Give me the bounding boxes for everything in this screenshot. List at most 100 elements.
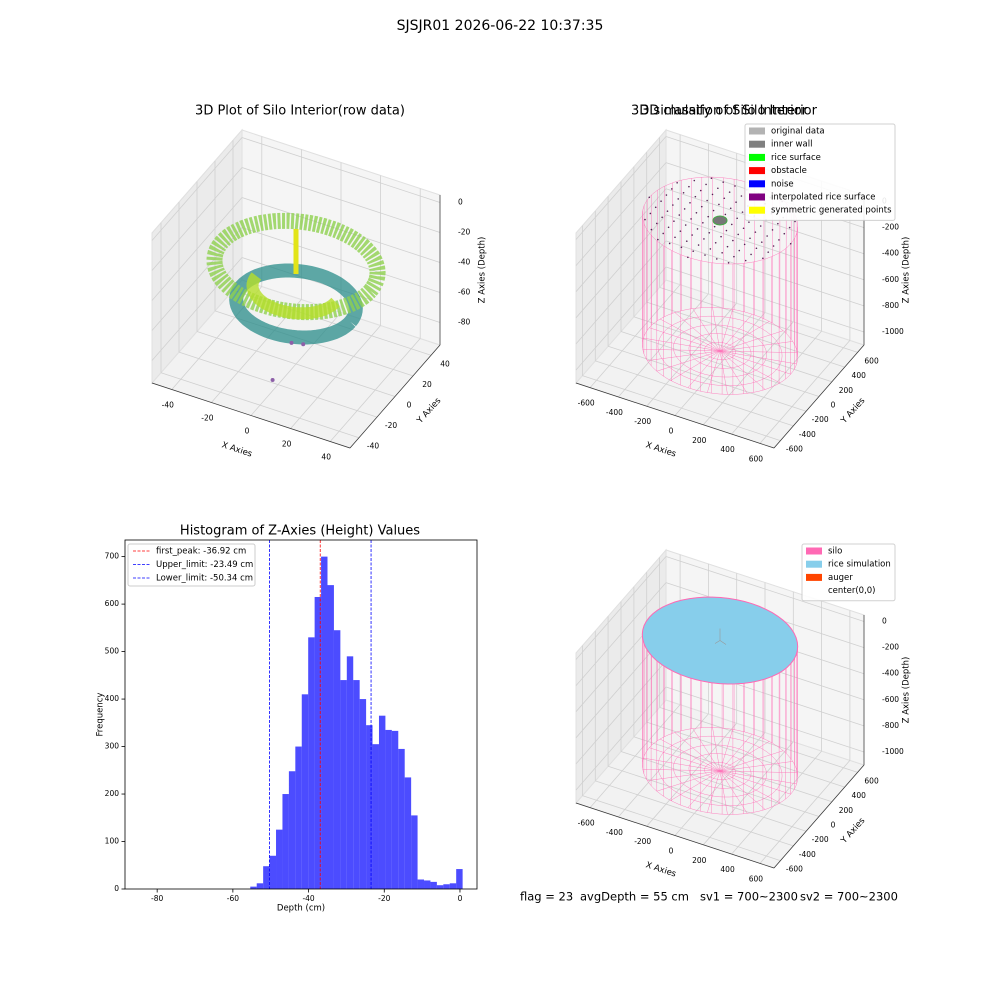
legend-swatch	[749, 153, 765, 161]
surface-point	[718, 203, 720, 206]
hist-bar	[424, 880, 431, 889]
z-tick-label: 0	[882, 617, 887, 626]
z-tick-label: -80	[458, 318, 470, 327]
y-tick-label: -600	[786, 445, 803, 454]
x-tick-label: -60	[227, 894, 239, 903]
surface-point	[740, 195, 743, 197]
hist-bar	[314, 596, 322, 889]
surface-point	[670, 188, 673, 190]
surface-point	[736, 217, 738, 220]
hist-bar	[353, 680, 360, 889]
surface-point	[767, 251, 770, 253]
surface-point	[777, 222, 779, 225]
y-tick-label: 400	[852, 791, 867, 800]
surface-point	[771, 229, 774, 231]
hist-bar	[282, 794, 289, 889]
hist-bar	[359, 699, 367, 889]
x-axis-label: X Axies	[644, 860, 677, 879]
hist-bar	[276, 829, 283, 889]
surface-point	[749, 237, 751, 240]
legend-label: rice simulation	[828, 560, 891, 570]
y-grid	[607, 616, 807, 832]
surface-point	[712, 209, 715, 212]
surface-point	[709, 248, 712, 250]
x-tick-label: -400	[606, 408, 623, 417]
y-tick-label: 300	[105, 742, 120, 751]
y-grid	[659, 137, 858, 353]
surface-point	[755, 247, 758, 250]
hist-bar	[295, 746, 302, 889]
surface-point	[693, 179, 696, 182]
surface-point	[654, 206, 657, 209]
z-tick-label: -800	[882, 301, 899, 310]
silo-wireframe	[642, 176, 798, 395]
y-axis-label: Y Axies	[415, 396, 444, 427]
hist-bar	[391, 730, 399, 889]
legend-label: original data	[771, 127, 825, 137]
hist-bar	[269, 855, 277, 889]
y-grid	[594, 630, 794, 847]
surface-point	[766, 235, 768, 237]
surface-point	[650, 228, 653, 231]
footer-flag: flag = 23	[520, 890, 573, 904]
surface-point	[732, 239, 734, 242]
y-tick-label: -400	[799, 850, 816, 859]
footer-sv1: sv1 = 700~2300	[700, 890, 798, 904]
y-tick-label: -40	[367, 442, 379, 451]
surface-point	[687, 256, 689, 259]
surface-point	[680, 246, 683, 249]
x-tick-label: 0	[458, 894, 463, 903]
y-tick-label: 400	[852, 371, 867, 380]
subplot-title: Histogram of Z-Axies (Height) Values	[180, 524, 420, 539]
y-tick-label: 100	[105, 837, 120, 846]
legend-swatch	[749, 127, 765, 135]
z-tick-label: -20	[458, 228, 470, 237]
z-tick-label: -600	[882, 275, 899, 284]
x-tick-label: 40	[321, 453, 331, 462]
x-tick-label: 0	[669, 847, 674, 856]
legend-label: auger	[828, 573, 853, 583]
surface-point	[706, 199, 708, 202]
surface-point	[678, 214, 681, 216]
y-tick-label: 700	[105, 552, 120, 561]
y-tick-label: 0	[114, 884, 119, 893]
surface-point	[668, 242, 671, 245]
y-tick-label: 0	[407, 401, 412, 410]
y-tick-label: 200	[105, 789, 120, 798]
surface-point	[666, 210, 669, 212]
z-tick-label: -200	[882, 223, 899, 232]
legend-label: first_peak: -36.92 cm	[156, 547, 246, 557]
suptitle: SJSJR01 2026-06-22 10:37:35	[397, 18, 604, 34]
y-tick-label: 600	[864, 356, 879, 365]
y-tick-label: -400	[799, 430, 816, 439]
surface-point	[708, 231, 711, 234]
surface-point	[760, 241, 763, 243]
y-axis-label: Y Axies	[839, 396, 868, 427]
surface-point	[778, 239, 780, 241]
plot-frame	[124, 539, 478, 890]
legend-swatch	[749, 167, 765, 175]
hist-bar	[308, 637, 315, 889]
y-grid	[582, 225, 781, 441]
surface-point	[695, 211, 698, 214]
z-grid	[575, 556, 865, 660]
hist-bar	[327, 585, 334, 889]
hist-bar	[256, 883, 264, 889]
y-tick-label: -20	[385, 421, 397, 430]
legend-label: symmetric generated points	[771, 206, 892, 216]
x-tick-label: 600	[749, 454, 764, 463]
surface-point	[722, 181, 725, 183]
x-tick-label: -40	[162, 401, 174, 410]
x-tick-label: 400	[720, 865, 735, 874]
legend-swatch	[749, 193, 765, 201]
hist-bar	[436, 885, 444, 889]
z-tick-label: -600	[882, 695, 899, 704]
surface-point	[759, 225, 762, 227]
surface-point	[655, 222, 658, 225]
surface-point	[705, 183, 707, 186]
surface-point	[689, 201, 691, 204]
surface-point	[662, 232, 665, 235]
surface-point	[649, 212, 652, 215]
y-grid	[178, 202, 378, 418]
x-axis-label: X Axies	[220, 440, 253, 459]
